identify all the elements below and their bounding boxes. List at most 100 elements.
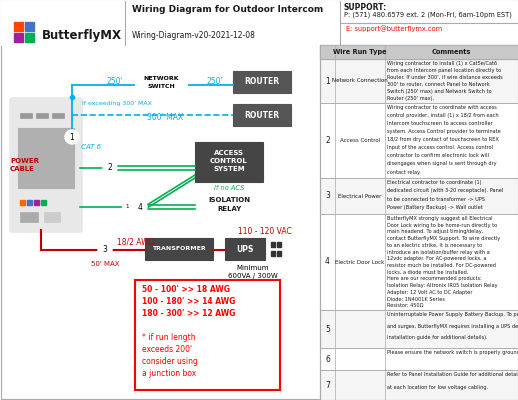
- Text: POWER
CABLE: POWER CABLE: [10, 158, 39, 172]
- Bar: [25, 22, 34, 31]
- Text: 1: 1: [69, 132, 75, 142]
- Text: TRANSFORMER: TRANSFORMER: [152, 246, 206, 252]
- Bar: [34, 200, 39, 205]
- Text: installation guide for additional details).: installation guide for additional detail…: [387, 335, 487, 340]
- Text: Wiring Diagram for Outdoor Intercom: Wiring Diagram for Outdoor Intercom: [132, 6, 323, 14]
- Circle shape: [103, 161, 117, 175]
- Bar: [135, 280, 280, 390]
- Bar: [1, 1, 517, 45]
- Bar: [25, 33, 34, 42]
- Bar: [320, 178, 518, 214]
- Text: Door Lock wiring to be home-run directly to: Door Lock wiring to be home-run directly…: [387, 223, 497, 228]
- Text: 50 - 100' >> 18 AWG: 50 - 100' >> 18 AWG: [142, 286, 230, 294]
- Bar: [134, 71, 189, 93]
- Bar: [20, 113, 32, 118]
- Text: Refer to Panel Installation Guide for additional details. Leave 6' service loop: Refer to Panel Installation Guide for ad…: [387, 372, 518, 377]
- Circle shape: [65, 130, 79, 144]
- Bar: [20, 212, 38, 222]
- Text: 1: 1: [125, 204, 129, 210]
- Bar: [271, 242, 275, 247]
- Text: UPS: UPS: [236, 244, 254, 254]
- Bar: [320, 59, 518, 103]
- Text: from each Intercom panel location directly to: from each Intercom panel location direct…: [387, 68, 501, 73]
- FancyBboxPatch shape: [10, 98, 82, 232]
- Text: SUPPORT:: SUPPORT:: [344, 4, 387, 12]
- Text: 180 - 300' >> 12 AWG: 180 - 300' >> 12 AWG: [142, 310, 235, 318]
- Bar: [320, 178, 518, 214]
- Text: Access Control: Access Control: [340, 138, 380, 143]
- Text: 18/2 from dry contact of touchscreen to REX: 18/2 from dry contact of touchscreen to …: [387, 137, 499, 142]
- Text: 3: 3: [103, 246, 107, 254]
- Text: ROUTER: ROUTER: [244, 110, 280, 120]
- Text: Minimum: Minimum: [237, 265, 269, 271]
- Text: NETWORK: NETWORK: [143, 76, 179, 82]
- Text: SWITCH: SWITCH: [148, 84, 176, 88]
- Text: Diode: 1N4001K Series: Diode: 1N4001K Series: [387, 296, 445, 302]
- Text: ButterflyMX: ButterflyMX: [42, 28, 122, 42]
- Text: 100 - 180' >> 14 AWG: 100 - 180' >> 14 AWG: [142, 298, 235, 306]
- Bar: [195, 142, 263, 182]
- Text: Wiring contractor to coordinate with access: Wiring contractor to coordinate with acc…: [387, 105, 497, 110]
- Text: 7: 7: [325, 380, 330, 390]
- Text: Network Connection: Network Connection: [332, 78, 388, 84]
- Text: CONTROL: CONTROL: [210, 158, 248, 164]
- Text: Intercom touchscreen to access controller: Intercom touchscreen to access controlle…: [387, 121, 493, 126]
- Bar: [233, 104, 291, 126]
- Text: 110 - 120 VAC: 110 - 120 VAC: [238, 228, 292, 236]
- Bar: [320, 370, 518, 400]
- Text: ACCESS: ACCESS: [214, 150, 244, 156]
- Text: 600VA / 300W: 600VA / 300W: [228, 273, 278, 279]
- Text: system. Access Control provider to terminate: system. Access Control provider to termi…: [387, 129, 501, 134]
- Bar: [27, 200, 32, 205]
- Text: contact ButterflyMX Support. To wire directly: contact ButterflyMX Support. To wire dir…: [387, 236, 500, 241]
- Bar: [20, 200, 25, 205]
- Bar: [225, 238, 265, 260]
- Bar: [268, 238, 284, 260]
- Text: Electrical Power: Electrical Power: [338, 194, 382, 198]
- Text: 6: 6: [325, 354, 330, 364]
- Text: main headend. To adjust timing/delay,: main headend. To adjust timing/delay,: [387, 230, 483, 234]
- Bar: [320, 45, 518, 59]
- Text: Router (250' max).: Router (250' max).: [387, 96, 434, 101]
- Bar: [44, 212, 60, 222]
- Bar: [320, 103, 518, 178]
- Text: 18/2 AWG: 18/2 AWG: [117, 238, 154, 246]
- Text: locks, a diode must be installed.: locks, a diode must be installed.: [387, 270, 468, 275]
- Text: consider using: consider using: [142, 358, 198, 366]
- Text: at each location for low voltage cabling.: at each location for low voltage cabling…: [387, 385, 488, 390]
- Text: * if run length: * if run length: [142, 334, 196, 342]
- Text: ROUTER: ROUTER: [244, 78, 280, 86]
- Text: 250': 250': [207, 78, 223, 86]
- Text: Wiring-Diagram-v20-2021-12-08: Wiring-Diagram-v20-2021-12-08: [132, 30, 256, 40]
- Text: SYSTEM: SYSTEM: [213, 166, 245, 172]
- Bar: [18, 128, 74, 188]
- Text: Resistor: 450Ω: Resistor: 450Ω: [387, 303, 424, 308]
- Text: 250': 250': [107, 78, 123, 86]
- Text: E: support@butterflymx.com: E: support@butterflymx.com: [346, 26, 442, 32]
- Text: introduce an isolation/buffer relay with a: introduce an isolation/buffer relay with…: [387, 250, 490, 254]
- Bar: [195, 191, 263, 219]
- Bar: [320, 214, 518, 310]
- Bar: [277, 242, 281, 247]
- Bar: [320, 214, 518, 310]
- Text: Here are our recommended products:: Here are our recommended products:: [387, 276, 482, 282]
- Text: Wire Run Type: Wire Run Type: [333, 49, 387, 55]
- Text: 4: 4: [325, 258, 330, 266]
- Text: 12vdc adapter. For AC-powered locks, a: 12vdc adapter. For AC-powered locks, a: [387, 256, 486, 261]
- Text: Adapter: 12 Volt AC to DC Adapter: Adapter: 12 Volt AC to DC Adapter: [387, 290, 472, 295]
- Text: 3: 3: [325, 192, 330, 200]
- Bar: [320, 103, 518, 178]
- Text: 2: 2: [325, 136, 330, 145]
- Text: dedicated circuit (with 3-20 receptacle). Panel: dedicated circuit (with 3-20 receptacle)…: [387, 188, 503, 193]
- Text: 1: 1: [325, 76, 330, 86]
- Bar: [145, 238, 213, 260]
- Text: Please ensure the network switch is properly grounded.: Please ensure the network switch is prop…: [387, 350, 518, 355]
- Text: Isolation Relay: Altronix IR05 Isolation Relay: Isolation Relay: Altronix IR05 Isolation…: [387, 283, 498, 288]
- Text: contractor to confirm electronic lock will: contractor to confirm electronic lock wi…: [387, 153, 489, 158]
- Text: RELAY: RELAY: [217, 206, 241, 212]
- Circle shape: [98, 243, 112, 257]
- Bar: [320, 370, 518, 400]
- Text: to be connected to transformer -> UPS: to be connected to transformer -> UPS: [387, 197, 485, 202]
- Text: and surges, ButterflyMX requires installing a UPS device (see panel: and surges, ButterflyMX requires install…: [387, 324, 518, 328]
- Bar: [14, 22, 23, 31]
